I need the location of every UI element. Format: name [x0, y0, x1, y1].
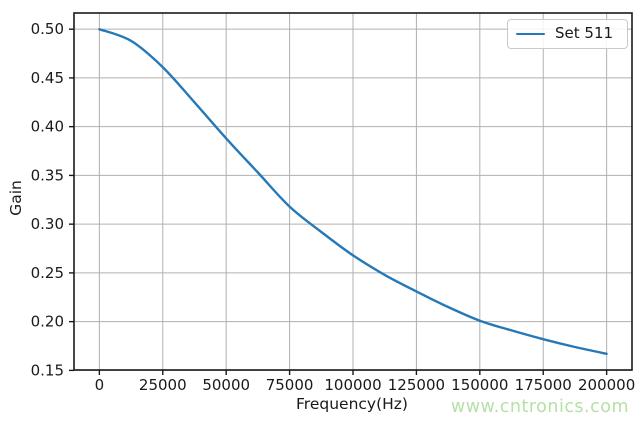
x-tick-label: 0 [95, 376, 105, 394]
y-tick-label: 0.35 [31, 166, 64, 184]
curve-set-511 [98, 28, 608, 355]
x-tick-label: 50000 [202, 376, 250, 394]
x-tick-label: 200000 [578, 376, 635, 394]
y-tick-label: 0.50 [31, 20, 64, 38]
y-axis-label: Gain [7, 180, 25, 216]
y-tick-label: 0.40 [31, 118, 64, 136]
x-tick-label: 150000 [451, 376, 508, 394]
y-tick-label: 0.20 [31, 313, 64, 331]
watermark: www.cntronics.com [450, 397, 629, 417]
y-tick-label: 0.15 [31, 361, 64, 379]
x-axis-label: Frequency(Hz) [296, 395, 408, 413]
x-tick-label: 25000 [139, 376, 187, 394]
legend-label: Set 511 [555, 24, 614, 42]
x-tick-label: 125000 [388, 376, 445, 394]
legend: Set 511 [507, 19, 628, 49]
y-tick-label: 0.30 [31, 215, 64, 233]
x-tick-label: 175000 [515, 376, 572, 394]
y-tick-label: 0.45 [31, 69, 64, 87]
y-tick-label: 0.25 [31, 264, 64, 282]
x-tick-label: 75000 [266, 376, 314, 394]
x-tick-label: 100000 [324, 376, 381, 394]
legend-line-sample [516, 32, 545, 36]
